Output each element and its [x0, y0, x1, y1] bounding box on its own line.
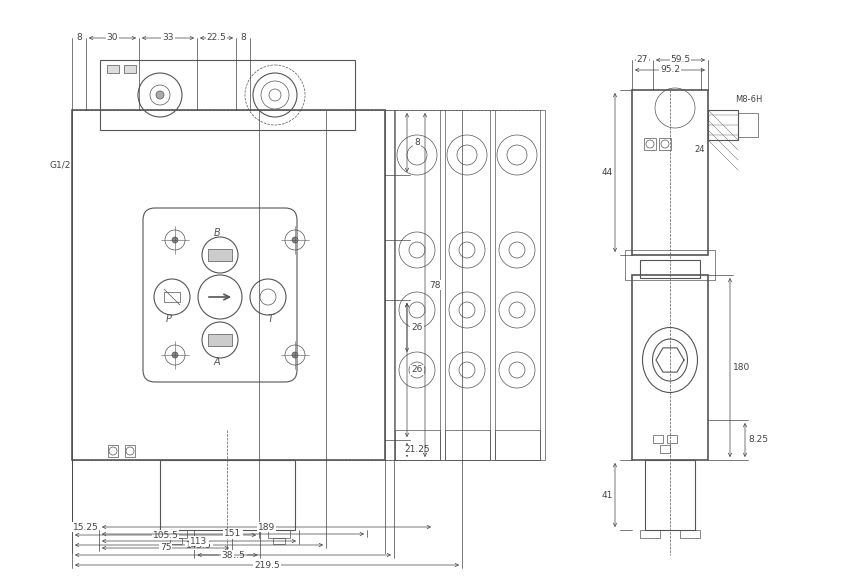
Text: T: T: [268, 314, 274, 324]
Text: 105.5: 105.5: [152, 531, 178, 539]
Bar: [108, 445, 118, 457]
Circle shape: [292, 352, 298, 358]
Text: 27: 27: [637, 56, 649, 64]
Bar: [644, 138, 656, 150]
Bar: [125, 445, 135, 457]
Text: 33: 33: [162, 34, 173, 42]
Circle shape: [172, 237, 178, 243]
Bar: [107, 65, 119, 73]
Bar: [680, 530, 700, 538]
Text: 95.2: 95.2: [660, 66, 680, 74]
Bar: [495, 430, 540, 460]
Text: 30: 30: [107, 34, 118, 42]
Bar: [667, 435, 677, 443]
Text: 41: 41: [601, 491, 613, 499]
Bar: [208, 249, 232, 261]
Bar: [708, 110, 738, 140]
Circle shape: [172, 352, 178, 358]
Text: 59.5: 59.5: [671, 56, 690, 64]
Circle shape: [156, 91, 164, 99]
Text: A: A: [213, 357, 220, 367]
Bar: [640, 260, 700, 278]
Text: 38: 38: [222, 550, 233, 560]
Text: 143.5: 143.5: [186, 541, 212, 549]
Bar: [445, 430, 490, 460]
Circle shape: [292, 237, 298, 243]
Text: 75: 75: [160, 543, 171, 553]
Text: 8.25: 8.25: [748, 436, 768, 444]
Text: 24: 24: [694, 146, 705, 154]
Bar: [72, 110, 385, 460]
Text: 8: 8: [76, 34, 82, 42]
Text: B: B: [213, 228, 220, 238]
Text: P: P: [166, 314, 172, 324]
Text: 181.5: 181.5: [220, 550, 246, 560]
Bar: [164, 292, 180, 302]
Bar: [659, 138, 671, 150]
Bar: [273, 538, 285, 544]
Bar: [100, 60, 355, 130]
Bar: [170, 538, 182, 544]
Text: 180: 180: [734, 363, 751, 372]
Bar: [165, 530, 187, 538]
Text: 21.25: 21.25: [405, 445, 430, 455]
Text: 8: 8: [240, 34, 246, 42]
Text: G1/2: G1/2: [49, 161, 71, 169]
Bar: [124, 65, 136, 73]
Text: 26: 26: [411, 365, 422, 375]
Text: 113: 113: [190, 536, 207, 546]
Bar: [625, 250, 715, 280]
Bar: [640, 530, 660, 538]
Bar: [632, 275, 708, 460]
Text: 78: 78: [429, 281, 441, 289]
Text: M8-6H: M8-6H: [735, 96, 762, 104]
Bar: [385, 110, 545, 460]
Text: 151: 151: [224, 530, 241, 538]
Bar: [738, 113, 758, 137]
Text: 189: 189: [258, 523, 275, 531]
Bar: [645, 460, 695, 530]
Bar: [660, 445, 670, 453]
Bar: [632, 90, 708, 255]
Bar: [160, 460, 295, 530]
Text: 44: 44: [601, 168, 613, 177]
Text: 22.5: 22.5: [207, 34, 226, 42]
Bar: [208, 334, 232, 346]
Bar: [268, 530, 290, 538]
Bar: [653, 435, 663, 443]
Text: 15.25: 15.25: [72, 523, 99, 531]
Text: 8: 8: [414, 138, 420, 147]
Text: 219.5: 219.5: [254, 560, 280, 570]
Bar: [395, 430, 440, 460]
Text: 26: 26: [411, 323, 422, 332]
